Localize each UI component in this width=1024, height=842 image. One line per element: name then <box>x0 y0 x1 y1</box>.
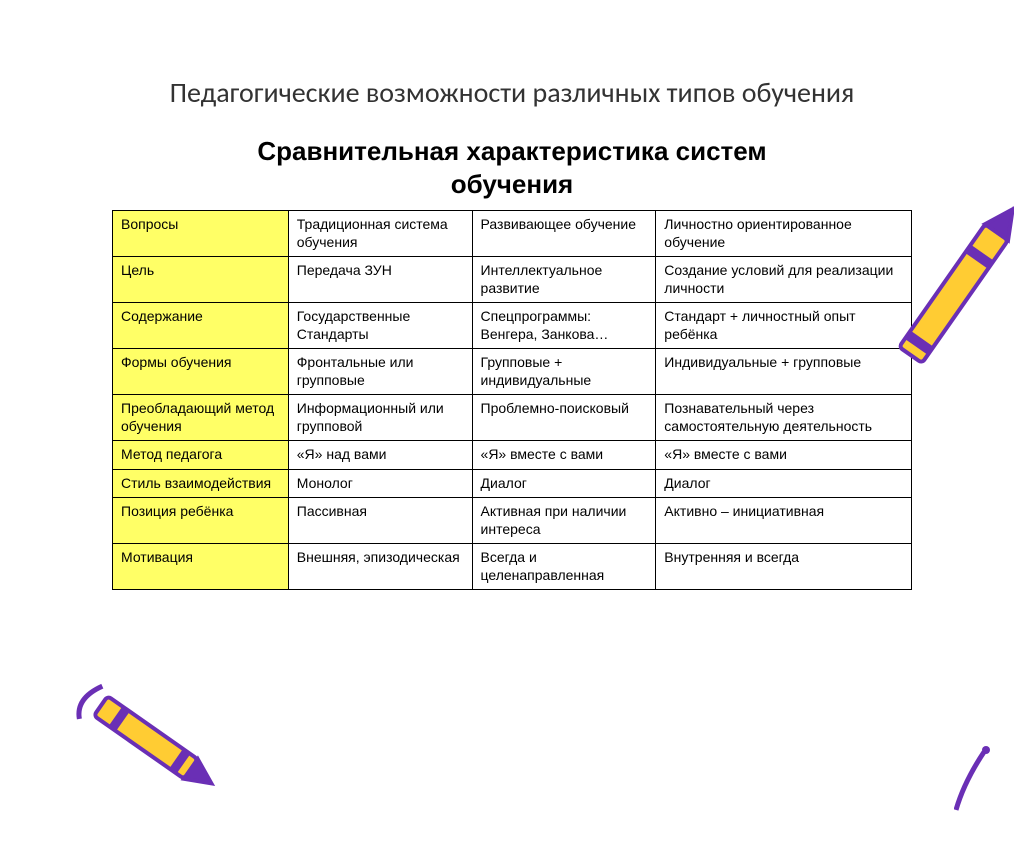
comparison-table-wrap: ВопросыТрадиционная система обученияРазв… <box>112 210 912 590</box>
row-label-cell: Мотивация <box>113 544 289 590</box>
table-cell: Проблемно-поисковый <box>472 395 656 441</box>
table-cell: Внешняя, эпизодическая <box>288 544 472 590</box>
table-cell: Спецпрограммы: Венгера, Занкова… <box>472 303 656 349</box>
table-cell: Внутренняя и всегда <box>656 544 912 590</box>
table-cell: Государственные Стандарты <box>288 303 472 349</box>
table-cell: Информационный или групповой <box>288 395 472 441</box>
table-cell: Передача ЗУН <box>288 257 472 303</box>
table-row: Формы обученияФронтальные или групповыеГ… <box>113 349 912 395</box>
row-label-cell: Содержание <box>113 303 289 349</box>
table-header-cell: Вопросы <box>113 211 289 257</box>
table-row: МотивацияВнешняя, эпизодическаяВсегда и … <box>113 544 912 590</box>
slide-title: Педагогические возможности различных тип… <box>0 75 1024 110</box>
table-row: Преобладающий метод обученияИнформационн… <box>113 395 912 441</box>
table-cell: Индивидуальные + групповые <box>656 349 912 395</box>
table-title: Сравнительная характеристика систем обуч… <box>202 135 822 200</box>
table-cell: «Я» вместе с вами <box>656 441 912 470</box>
comparison-table: ВопросыТрадиционная система обученияРазв… <box>112 210 912 590</box>
table-header-cell: Традиционная система обучения <box>288 211 472 257</box>
table-cell: Монолог <box>288 469 472 498</box>
row-label-cell: Стиль взаимодействия <box>113 469 289 498</box>
table-cell: Диалог <box>656 469 912 498</box>
table-cell: Пассивная <box>288 498 472 544</box>
table-cell: Интеллектуальное развитие <box>472 257 656 303</box>
table-cell: «Я» над вами <box>288 441 472 470</box>
table-header-cell: Личностно ориентированное обучение <box>656 211 912 257</box>
table-cell: Стандарт + личностный опыт ребёнка <box>656 303 912 349</box>
table-cell: Всегда и целенаправленная <box>472 544 656 590</box>
crayon-icon <box>894 190 1014 410</box>
row-label-cell: Позиция ребёнка <box>113 498 289 544</box>
row-label-cell: Преобладающий метод обучения <box>113 395 289 441</box>
table-cell: Диалог <box>472 469 656 498</box>
table-cell: «Я» вместе с вами <box>472 441 656 470</box>
table-header-cell: Развивающее обучение <box>472 211 656 257</box>
table-row: Позиция ребёнкаПассивнаяАктивная при нал… <box>113 498 912 544</box>
table-cell: Фронтальные или групповые <box>288 349 472 395</box>
crayon-icon <box>954 742 994 812</box>
table-cell: Групповые + индивидуальные <box>472 349 656 395</box>
table-row: Метод педагога«Я» над вами«Я» вместе с в… <box>113 441 912 470</box>
table-header-row: ВопросыТрадиционная система обученияРазв… <box>113 211 912 257</box>
row-label-cell: Метод педагога <box>113 441 289 470</box>
table-row: СодержаниеГосударственные СтандартыСпецп… <box>113 303 912 349</box>
table-cell: Активная при наличии интереса <box>472 498 656 544</box>
table-cell: Активно – инициативная <box>656 498 912 544</box>
table-row: ЦельПередача ЗУНИнтеллектуальное развити… <box>113 257 912 303</box>
table-cell: Познавательный через самостоятельную дея… <box>656 395 912 441</box>
row-label-cell: Формы обучения <box>113 349 289 395</box>
row-label-cell: Цель <box>113 257 289 303</box>
table-row: Стиль взаимодействияМонологДиалогДиалог <box>113 469 912 498</box>
crayon-icon <box>60 677 220 797</box>
table-cell: Создание условий для реализации личности <box>656 257 912 303</box>
